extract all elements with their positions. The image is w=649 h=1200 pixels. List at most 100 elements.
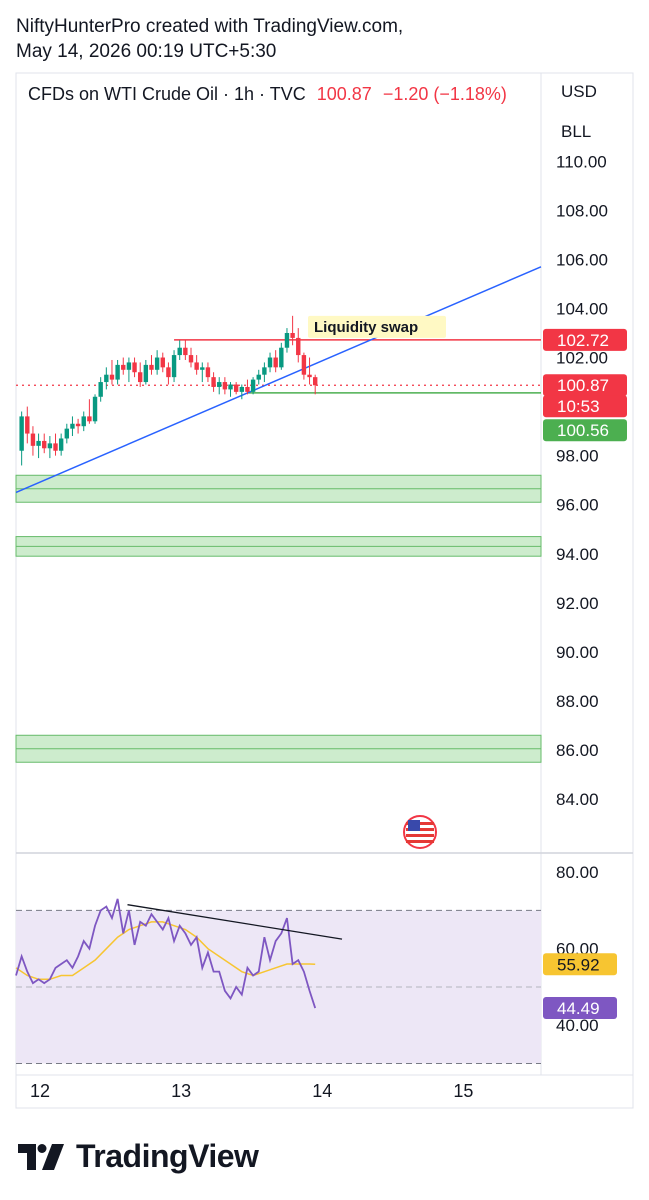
currency-selector[interactable]: USD <box>547 73 627 111</box>
brand-wordmark: TradingView <box>76 1138 259 1174</box>
candle-body[interactable] <box>36 440 41 446</box>
candle-body[interactable] <box>115 364 120 380</box>
chart-header: NiftyHunterPro created with TradingView.… <box>16 14 403 64</box>
candle-body[interactable] <box>211 377 216 387</box>
price-tick-label: 94.00 <box>556 545 599 564</box>
candle-body[interactable] <box>250 379 256 392</box>
annotation-liquidity-swap[interactable]: Liquidity swap <box>308 315 446 338</box>
us-flag-icon[interactable] <box>403 815 437 849</box>
price-tick-label: 92.00 <box>556 594 599 613</box>
candle-body[interactable] <box>301 355 307 375</box>
time-tick-label: 12 <box>30 1081 50 1101</box>
candle-body[interactable] <box>279 347 284 368</box>
candle-body[interactable] <box>194 362 199 370</box>
candle-body[interactable] <box>290 333 295 338</box>
candle-body[interactable] <box>121 364 126 370</box>
candle-body[interactable] <box>70 423 75 429</box>
candle-body[interactable] <box>160 357 165 368</box>
last-price: 100.87 <box>316 84 372 104</box>
candle-body[interactable] <box>239 386 245 392</box>
price-tick-label: 98.00 <box>556 447 599 466</box>
price-change: −1.20 (−1.18%) <box>382 84 507 104</box>
candle-body[interactable] <box>42 440 47 449</box>
candle-body[interactable] <box>98 382 103 397</box>
candle-body[interactable] <box>296 337 301 356</box>
annotation-text: Liquidity swap <box>314 319 418 336</box>
time-tick-label: 13 <box>171 1081 191 1101</box>
candle-body[interactable] <box>312 377 318 386</box>
rsi-badge-rsi <box>543 997 617 1020</box>
candle-body[interactable] <box>19 416 24 451</box>
candle-body[interactable] <box>256 374 261 380</box>
rsi-badge-text: 44.49 <box>557 999 600 1018</box>
candle-body[interactable] <box>30 433 36 446</box>
time-tick-label: 15 <box>453 1081 473 1101</box>
price-tick-label: 84.00 <box>556 790 599 809</box>
author-line: NiftyHunterPro created with TradingView.… <box>16 16 404 37</box>
price-tick-label: 86.00 <box>556 741 599 760</box>
rsi-divergence-line[interactable] <box>127 904 343 940</box>
candle-body[interactable] <box>25 416 30 434</box>
candle-body[interactable] <box>109 374 115 380</box>
time-tick-label: 14 <box>312 1081 332 1101</box>
candle-body[interactable] <box>177 347 182 356</box>
candle-body[interactable] <box>87 416 92 422</box>
candle-body[interactable] <box>137 372 143 383</box>
candle-body[interactable] <box>58 438 64 451</box>
candle-body[interactable] <box>233 384 239 392</box>
candle-body[interactable] <box>166 367 171 378</box>
candle-body[interactable] <box>47 443 53 449</box>
price-badge-text: 10:53 <box>557 397 600 416</box>
candle-body[interactable] <box>64 428 70 439</box>
tradingview-logo[interactable]: TradingView <box>18 1138 259 1175</box>
candle-body[interactable] <box>154 357 160 370</box>
price-badge-support <box>543 419 627 442</box>
price-pane[interactable]: Liquidity swap <box>15 266 542 763</box>
price-tick-label: 104.00 <box>556 299 608 318</box>
price-tick-label: 90.00 <box>556 643 599 662</box>
candle-body[interactable] <box>171 355 177 378</box>
currency-code: USD <box>561 82 597 101</box>
rsi-badge-text: 55.92 <box>557 955 600 974</box>
axes: 110.00 108.00 106.00 104.00 102.00 98.00 96.00… <box>30 152 627 1101</box>
candle-body[interactable] <box>228 384 233 390</box>
price-badge-resistance <box>543 328 627 351</box>
candle-body[interactable] <box>126 362 132 370</box>
candle-body[interactable] <box>284 333 290 348</box>
annotation-box <box>308 315 446 338</box>
symbol-bar[interactable]: CFDs on WTI Crude Oil · 1h · TVC 100.87 … <box>28 84 507 105</box>
rsi-pane[interactable] <box>15 898 541 1065</box>
candle-body[interactable] <box>245 386 250 392</box>
candle-body[interactable] <box>217 382 222 387</box>
rsi-line[interactable] <box>15 898 317 1009</box>
candle-body[interactable] <box>267 357 273 368</box>
symbol-name[interactable]: CFDs on WTI Crude Oil · 1h · TVC <box>28 84 306 104</box>
candle-body[interactable] <box>143 364 149 383</box>
candle-body[interactable] <box>104 374 109 383</box>
candle-body[interactable] <box>92 396 98 422</box>
price-badge-text: 102.72 <box>557 331 609 350</box>
unit-selector[interactable]: BLL <box>547 113 627 151</box>
rsi-ma-line[interactable] <box>15 921 316 981</box>
rsi-tick-label: 80.00 <box>556 863 599 882</box>
trendline[interactable] <box>15 266 542 494</box>
candle-body[interactable] <box>149 364 154 370</box>
candle-body[interactable] <box>205 367 211 378</box>
candle-body[interactable] <box>307 374 312 378</box>
candle-body[interactable] <box>132 362 137 373</box>
candle-body[interactable] <box>183 347 188 356</box>
candle-body[interactable] <box>75 423 81 427</box>
tv-logo-icon <box>18 1143 64 1170</box>
price-tick-label: 108.00 <box>556 201 608 220</box>
candle-body[interactable] <box>273 357 278 368</box>
price-tick-label: 102.00 <box>556 349 608 368</box>
candle-body[interactable] <box>262 367 267 375</box>
candle-body[interactable] <box>81 416 86 427</box>
candle-body[interactable] <box>53 443 58 451</box>
rsi-badge-rsi_ma <box>543 953 617 976</box>
price-badge-last <box>543 374 627 397</box>
candle-body[interactable] <box>222 382 228 390</box>
candle-body[interactable] <box>188 355 194 363</box>
candle-body[interactable] <box>200 367 205 370</box>
